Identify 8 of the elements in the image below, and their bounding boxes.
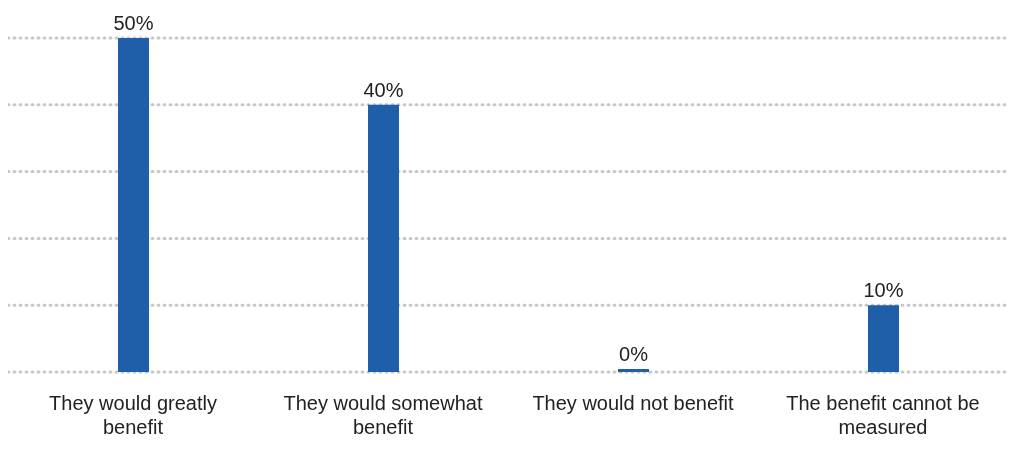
data-label: 10%: [863, 279, 904, 302]
x-tick-label: The benefit cannot be measured: [786, 392, 980, 438]
x-tick-label: They would not benefit: [532, 392, 735, 414]
data-label: 40%: [363, 78, 404, 101]
x-tick-label: They would greatly benefit: [49, 392, 217, 438]
data-label: 50%: [113, 12, 154, 34]
x-tick-label: They would somewhat benefit: [283, 392, 483, 438]
data-label: 0%: [619, 343, 649, 365]
